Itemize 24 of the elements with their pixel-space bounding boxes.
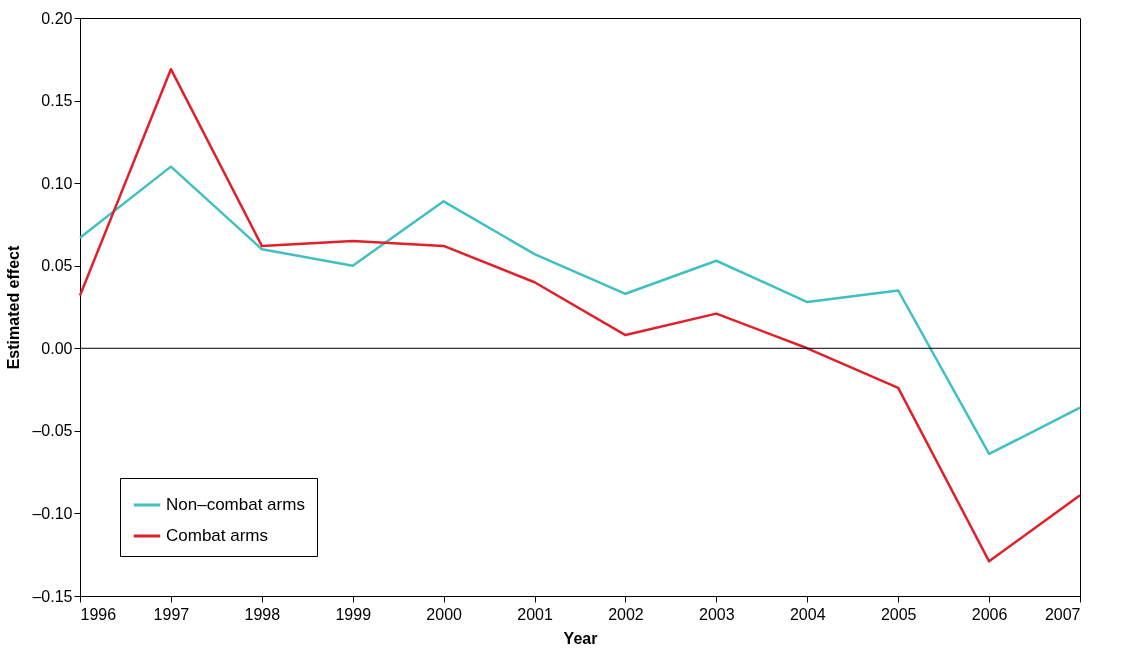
- legend-label: Non–combat arms: [166, 495, 305, 514]
- x-tick-label: 1998: [244, 605, 281, 623]
- x-axis-title: Year: [563, 629, 598, 647]
- x-tick-label: 1996: [80, 605, 117, 623]
- x-tick-label: 2003: [699, 605, 735, 623]
- y-tick-label: –0.15: [32, 587, 73, 605]
- x-tick-label: 2007: [1044, 605, 1081, 623]
- y-tick-label: 0.15: [41, 92, 73, 110]
- x-tick-label: 2000: [426, 605, 463, 623]
- x-tick-label: 2004: [789, 605, 826, 623]
- y-tick-label: 0.05: [41, 257, 73, 275]
- x-tick-label: 1999: [335, 605, 372, 623]
- y-tick-label: 0.20: [41, 9, 73, 27]
- x-tick-label: 2001: [517, 605, 553, 623]
- legend-label: Combat arms: [166, 526, 269, 545]
- x-tick-label: 2005: [880, 605, 917, 623]
- x-tick-label: 2002: [608, 605, 644, 623]
- y-tick-label: 0.10: [41, 174, 73, 192]
- y-axis-title: Estimated effect: [5, 245, 23, 370]
- x-tick-label: 2006: [971, 605, 1008, 623]
- y-tick-label: –0.10: [32, 504, 73, 522]
- y-tick-label: –0.05: [32, 422, 73, 440]
- y-tick-label: 0.00: [41, 339, 73, 357]
- x-tick-label: 1997: [153, 605, 190, 623]
